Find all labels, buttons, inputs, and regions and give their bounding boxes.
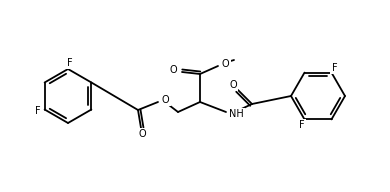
- Text: F: F: [67, 58, 73, 68]
- Text: O: O: [162, 95, 170, 105]
- Text: O: O: [138, 129, 146, 139]
- Text: O: O: [229, 80, 237, 90]
- Text: F: F: [35, 105, 41, 116]
- Text: O: O: [169, 65, 177, 75]
- Text: O: O: [222, 59, 230, 69]
- Text: F: F: [332, 63, 337, 73]
- Text: F: F: [299, 120, 304, 130]
- Text: NH: NH: [229, 109, 244, 119]
